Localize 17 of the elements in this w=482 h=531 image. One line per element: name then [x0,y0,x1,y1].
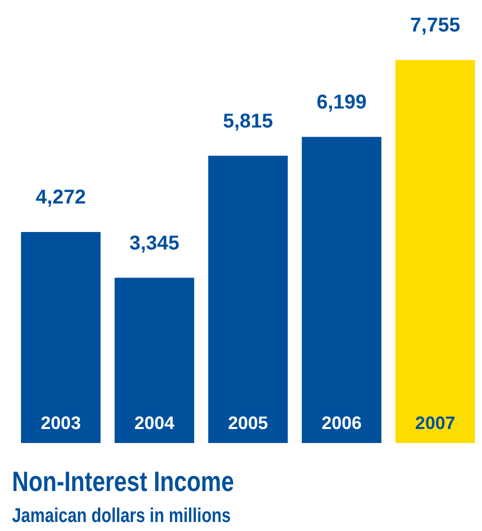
bar [208,156,288,443]
text: Non-Interest Income [12,466,234,498]
data-label: 6,199 [316,91,367,114]
bar [395,60,475,443]
bar [114,278,194,443]
x-tick-label: 2006 [322,412,362,433]
data-label: 3,345 [129,232,180,254]
data-label: 5,815 [222,110,274,132]
x-tick-label: 2004 [134,412,174,433]
text: Jamaican dollars in millions [12,505,231,528]
bar [21,232,101,443]
data-label: 7,755 [410,14,460,37]
x-tick-label: 2003 [40,412,81,433]
data-label: 4,272 [36,186,86,209]
x-tick-label: 2007 [415,412,456,433]
x-tick-label: 2005 [228,412,268,433]
bar [302,136,382,443]
